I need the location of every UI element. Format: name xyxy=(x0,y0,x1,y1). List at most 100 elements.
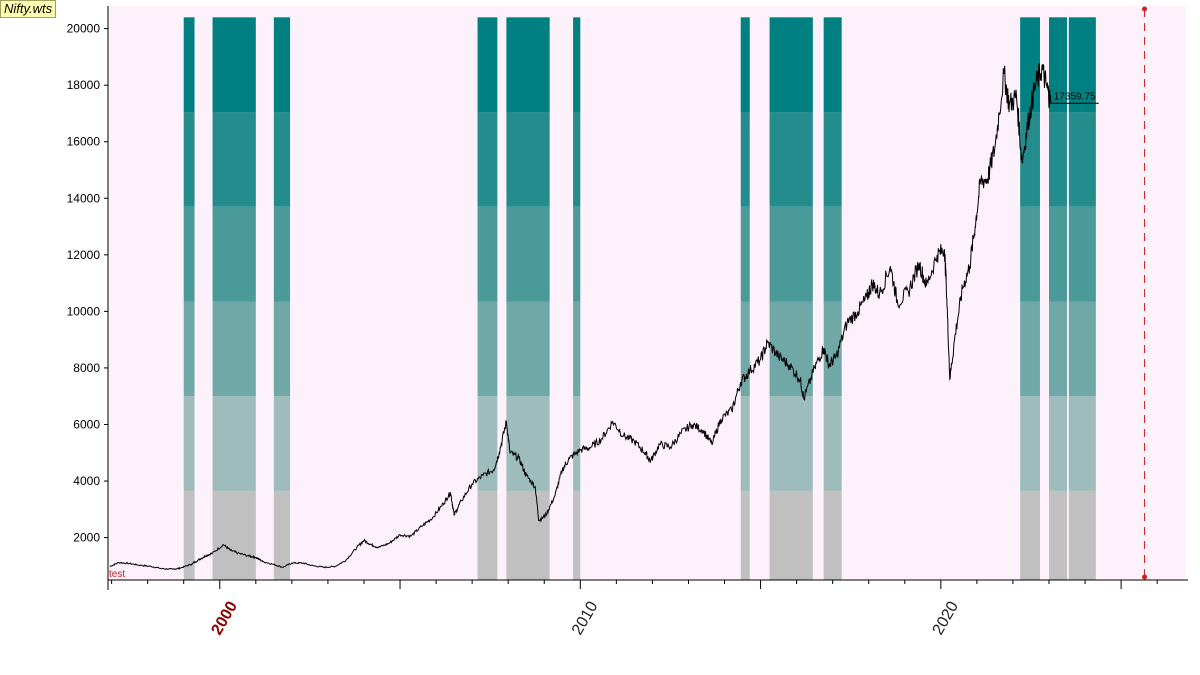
y-tick-label: 16000 xyxy=(67,135,101,149)
shaded-period xyxy=(1068,17,1096,580)
period-band-segment xyxy=(740,301,750,397)
marker-bottom-dot xyxy=(1142,574,1148,580)
period-band-segment xyxy=(1020,490,1040,580)
period-band-segment xyxy=(1068,301,1096,397)
period-band-segment xyxy=(477,490,498,580)
period-band-segment xyxy=(183,301,195,397)
period-band-segment xyxy=(183,490,195,580)
period-band-segment xyxy=(183,396,195,491)
x-tick-label: 2020 xyxy=(930,599,963,638)
period-band-segment xyxy=(1068,112,1096,207)
period-band-segment xyxy=(1020,396,1040,491)
period-band-segment xyxy=(769,301,813,397)
period-band-segment xyxy=(1068,206,1096,302)
period-band-segment xyxy=(1048,396,1068,491)
y-tick-label: 14000 xyxy=(67,191,101,205)
period-band-segment xyxy=(740,17,750,113)
period-band-segment xyxy=(1020,206,1040,302)
period-band-segment xyxy=(740,206,750,302)
shaded-period xyxy=(573,17,581,580)
period-band-segment xyxy=(477,206,498,302)
period-band-segment xyxy=(273,490,291,580)
period-band-segment xyxy=(506,206,550,302)
period-band-segment xyxy=(1048,112,1068,207)
period-band-segment xyxy=(506,17,550,113)
price-line xyxy=(109,62,1052,571)
period-band-segment xyxy=(1068,490,1096,580)
shaded-periods xyxy=(183,17,1096,580)
y-tick-label: 2000 xyxy=(73,531,100,545)
period-band-segment xyxy=(506,490,550,580)
period-band-segment xyxy=(212,396,256,491)
period-band-segment xyxy=(769,17,813,113)
period-band-segment xyxy=(212,206,256,302)
period-band-segment xyxy=(183,17,195,113)
period-band-segment xyxy=(740,396,750,491)
shaded-period xyxy=(477,17,498,580)
period-band-segment xyxy=(477,301,498,397)
period-band-segment xyxy=(477,17,498,113)
period-band-segment xyxy=(183,206,195,302)
x-tick-label: 2010 xyxy=(569,599,602,638)
period-band-segment xyxy=(1020,301,1040,397)
period-band-segment xyxy=(573,206,581,302)
period-band-segment xyxy=(212,490,256,580)
period-band-segment xyxy=(740,490,750,580)
period-band-segment xyxy=(273,112,291,207)
period-band-segment xyxy=(1048,206,1068,302)
period-band-segment xyxy=(477,112,498,207)
y-tick-label: 6000 xyxy=(73,417,100,431)
period-band-segment xyxy=(506,112,550,207)
period-band-segment xyxy=(273,301,291,397)
y-tick-label: 20000 xyxy=(67,22,101,36)
period-band-segment xyxy=(769,396,813,491)
shaded-period xyxy=(769,17,813,580)
period-band-segment xyxy=(1068,396,1096,491)
period-band-segment xyxy=(212,301,256,397)
period-band-segment xyxy=(273,206,291,302)
period-band-segment xyxy=(573,17,581,113)
y-axis-ticks: 2000 4000 6000 8000 10000 12000 14000 16000 1800… xyxy=(67,22,108,545)
period-band-segment xyxy=(573,112,581,207)
y-tick-label: 12000 xyxy=(67,248,101,262)
period-band-segment xyxy=(1048,17,1068,113)
period-band-segment xyxy=(212,112,256,207)
shaded-period xyxy=(1048,17,1068,580)
shaded-period xyxy=(1020,17,1040,580)
x-axis-ticks: 2000 2010 2020 xyxy=(111,580,1158,638)
period-band-segment xyxy=(1020,112,1040,207)
period-band-segment xyxy=(273,396,291,491)
shaded-period xyxy=(740,17,750,580)
marker-top-dot xyxy=(1142,6,1148,12)
shaded-period xyxy=(183,17,195,580)
period-band-segment xyxy=(823,17,842,113)
period-band-segment xyxy=(823,206,842,302)
file-name-tag[interactable]: Nifty.wts xyxy=(0,0,57,18)
period-band-segment xyxy=(1048,490,1068,580)
period-band-segment xyxy=(823,112,842,207)
shaded-period xyxy=(506,17,550,580)
shaded-period xyxy=(823,17,842,580)
period-band-segment xyxy=(183,112,195,207)
y-tick-label: 8000 xyxy=(73,361,100,375)
last-value-indicator: 17359.75 xyxy=(1050,91,1099,104)
period-band-segment xyxy=(506,396,550,491)
last-value-label: 17359.75 xyxy=(1054,91,1096,102)
period-band-segment xyxy=(573,396,581,491)
period-band-segment xyxy=(506,301,550,397)
period-band-segment xyxy=(573,301,581,397)
y-tick-label: 10000 xyxy=(67,304,101,318)
period-band-segment xyxy=(477,396,498,491)
period-band-segment xyxy=(740,112,750,207)
period-band-segment xyxy=(1068,17,1096,113)
axes xyxy=(107,6,1188,590)
period-band-segment xyxy=(769,112,813,207)
period-band-segment xyxy=(823,396,842,491)
period-band-segment xyxy=(573,490,581,580)
series-tag: test xyxy=(109,569,125,580)
period-band-segment xyxy=(823,301,842,397)
y-tick-label: 4000 xyxy=(73,474,100,488)
shaded-period xyxy=(273,17,291,580)
period-band-segment xyxy=(823,490,842,580)
vertical-markers xyxy=(1142,6,1148,580)
